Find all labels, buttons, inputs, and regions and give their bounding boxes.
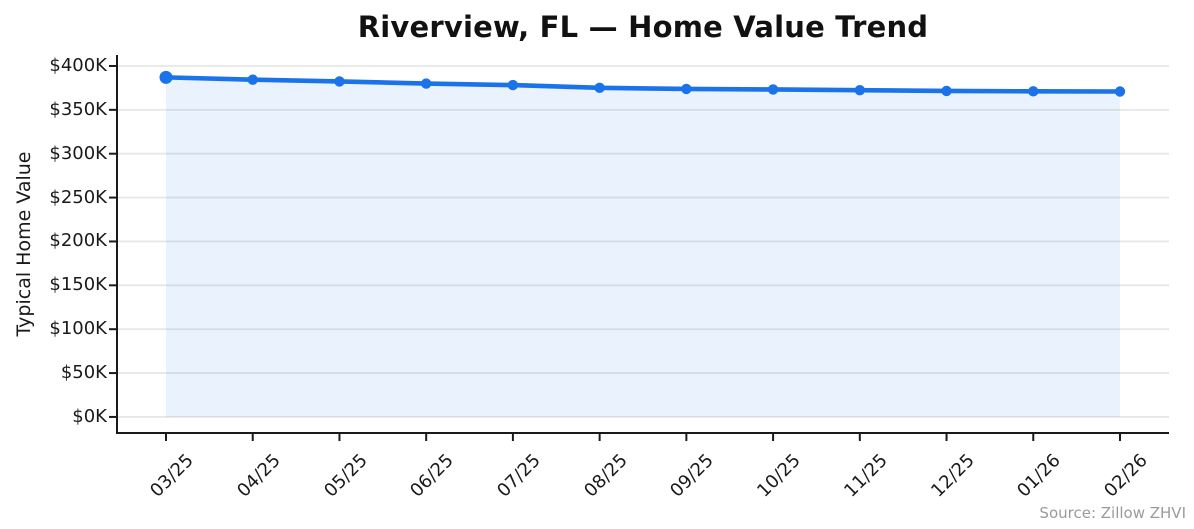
- y-tick-label: $100K: [49, 318, 107, 340]
- plot-area: [109, 55, 1169, 441]
- x-tick-label-text: 02/26: [1100, 450, 1152, 502]
- y-tick-label: $50K: [60, 362, 107, 384]
- line-chart-svg: [109, 55, 1169, 441]
- y-tick-label: $0K: [72, 405, 107, 427]
- area-fill: [166, 77, 1120, 417]
- y-tick-label: $350K: [49, 98, 107, 120]
- data-point: [1028, 86, 1039, 97]
- data-point: [594, 82, 605, 94]
- x-tick-label: 02/26: [1007, 450, 1152, 502]
- data-point: [420, 78, 432, 89]
- data-point: [247, 74, 258, 85]
- trend-line: [163, 75, 1123, 94]
- y-tick-label: $200K: [49, 230, 107, 252]
- data-point: [1114, 86, 1126, 97]
- data-point: [941, 85, 952, 97]
- data-point: [681, 83, 692, 95]
- y-tick-label: $250K: [49, 186, 107, 208]
- data-point: [159, 70, 173, 84]
- chart-title: Riverview, FL — Home Value Trend: [357, 10, 929, 44]
- data-point: [334, 76, 345, 87]
- y-tick-label: $400K: [49, 54, 107, 76]
- data-point: [854, 84, 866, 96]
- source-note: Source: Zillow ZHVI: [1039, 504, 1186, 522]
- y-tick-label: $150K: [49, 274, 107, 296]
- y-tick-label: $300K: [49, 142, 107, 164]
- data-point: [767, 84, 779, 95]
- data-point: [507, 79, 519, 91]
